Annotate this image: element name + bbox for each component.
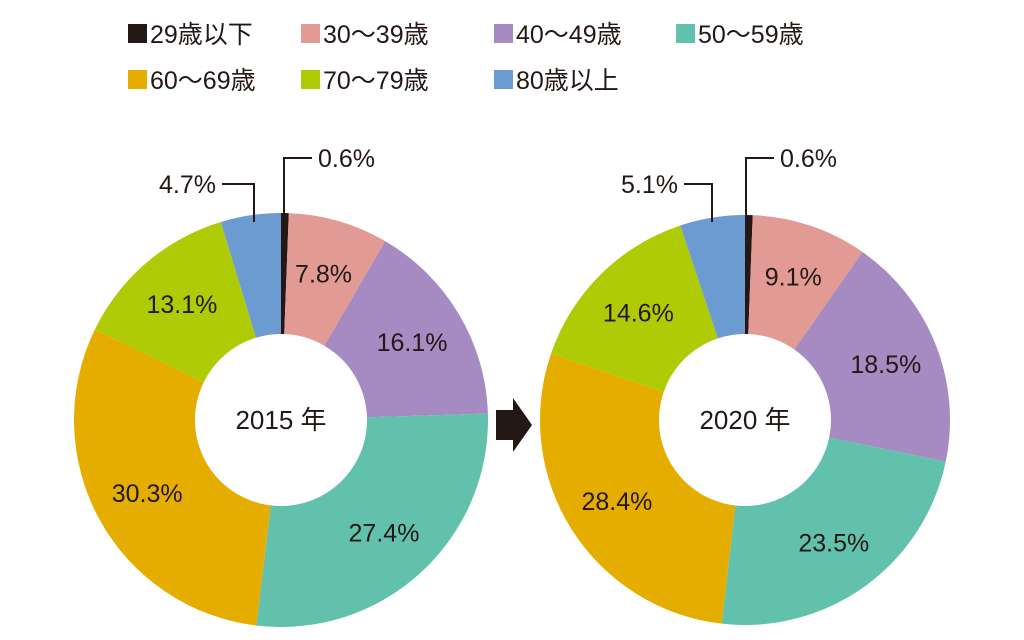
donut-slice bbox=[540, 353, 736, 624]
data-label: 30.3% bbox=[112, 480, 183, 508]
legend-label: 40～49歳 bbox=[516, 21, 622, 49]
legend-swatch bbox=[301, 23, 320, 43]
donut-slice bbox=[284, 213, 386, 346]
legend-item: 40～49歳 bbox=[494, 18, 622, 49]
data-label: 18.5% bbox=[850, 351, 921, 379]
right-arrow-icon bbox=[496, 398, 532, 452]
data-label: 9.1% bbox=[765, 263, 822, 291]
legend-swatch bbox=[676, 23, 695, 43]
data-label: 13.1% bbox=[147, 291, 218, 319]
legend-swatch bbox=[301, 69, 320, 89]
data-label: 27.4% bbox=[349, 519, 420, 547]
donut-slice bbox=[94, 221, 256, 383]
leader-line bbox=[283, 157, 312, 216]
data-label: 14.6% bbox=[603, 299, 674, 327]
legend-item: 60～69歳 bbox=[128, 64, 256, 95]
center-label: 2020 年 bbox=[699, 405, 790, 435]
donut-slice bbox=[324, 241, 488, 418]
legend-swatch bbox=[494, 23, 513, 43]
donut-slice bbox=[74, 329, 271, 626]
data-label: 7.8% bbox=[295, 261, 352, 289]
legend-swatch bbox=[128, 69, 147, 89]
legend-swatch bbox=[128, 23, 147, 43]
donut-slice bbox=[680, 215, 745, 339]
legend-item: 80歳以上 bbox=[494, 64, 619, 95]
leader-line bbox=[745, 157, 774, 216]
donut-slice bbox=[281, 213, 289, 335]
donut-slice bbox=[745, 215, 753, 335]
legend-label: 29歳以下 bbox=[150, 21, 253, 49]
legend-item: 30～39歳 bbox=[301, 18, 429, 49]
data-label: 0.6% bbox=[318, 145, 375, 173]
legend-label: 70～79歳 bbox=[323, 67, 429, 95]
legend-label: 50～59歳 bbox=[698, 21, 804, 49]
center-label: 2015 年 bbox=[235, 405, 326, 435]
legend-item: 29歳以下 bbox=[128, 18, 253, 49]
legend-item: 50～59歳 bbox=[676, 18, 804, 49]
legend-label: 60～69歳 bbox=[150, 67, 256, 95]
data-label: 0.6% bbox=[780, 145, 837, 173]
data-label: 28.4% bbox=[581, 488, 652, 516]
legend-item: 70～79歳 bbox=[301, 64, 429, 95]
leader-line bbox=[684, 183, 713, 222]
donut-slice bbox=[748, 215, 863, 350]
legend-label: 80歳以上 bbox=[516, 67, 619, 95]
data-label: 5.1% bbox=[621, 171, 678, 199]
donut-slice bbox=[256, 413, 488, 627]
donut-slice bbox=[220, 213, 281, 338]
legend-swatch bbox=[494, 69, 513, 89]
data-label: 23.5% bbox=[798, 530, 869, 558]
donut-slice bbox=[551, 225, 718, 393]
donut-slice bbox=[721, 437, 946, 625]
data-label: 16.1% bbox=[377, 329, 448, 357]
leader-line bbox=[222, 183, 255, 222]
data-label: 4.7% bbox=[159, 171, 216, 199]
donut-slice bbox=[794, 252, 950, 462]
legend-label: 30～39歳 bbox=[323, 21, 429, 49]
